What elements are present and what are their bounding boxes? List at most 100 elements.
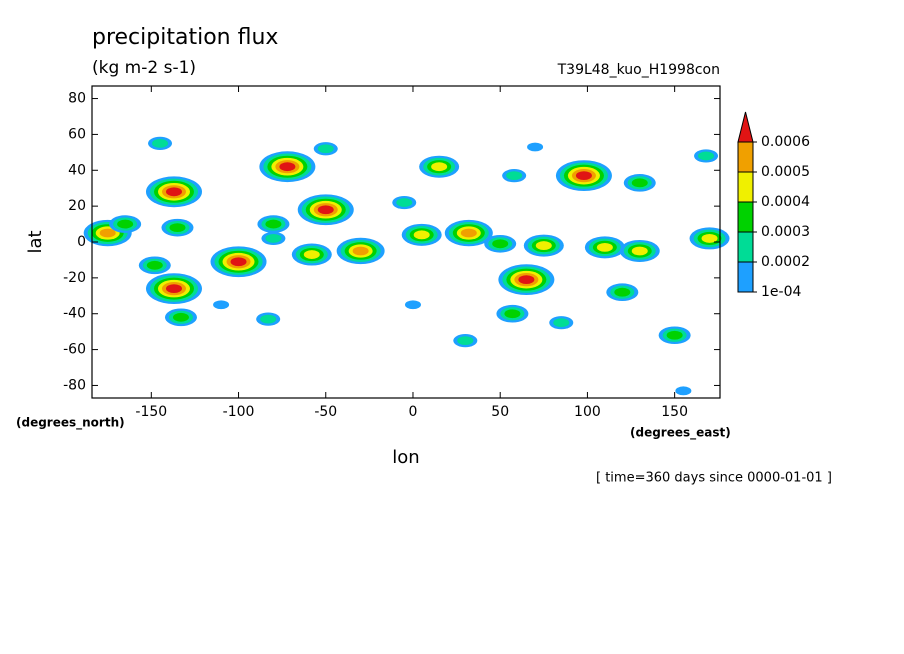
y-tick-label: 20 <box>68 198 86 214</box>
contour-field <box>83 136 730 396</box>
contour-band <box>698 151 715 161</box>
contour-cell <box>502 169 527 183</box>
contour-cell <box>256 312 281 326</box>
x-tick-label: -50 <box>314 404 337 420</box>
contour-band <box>553 318 570 328</box>
contour-cell <box>164 308 197 327</box>
contour-cell <box>623 174 656 192</box>
contour-band <box>518 275 535 285</box>
contour-band <box>165 284 182 294</box>
contour-cell <box>210 246 267 278</box>
contour-cell <box>555 160 612 192</box>
contour-cell <box>109 215 142 233</box>
x-units: (degrees_east) <box>630 426 731 441</box>
x-tick-label: -100 <box>223 404 255 420</box>
colorbar-label: 0.0002 <box>761 254 810 270</box>
contour-cell <box>619 239 660 262</box>
contour-band <box>535 241 552 250</box>
contour-cell <box>213 300 230 310</box>
time-label: [ time=360 days since 0000-01-01 ] <box>596 471 832 486</box>
contour-band <box>165 187 182 197</box>
contour-cell <box>145 273 202 305</box>
y-tick-label: 0 <box>77 234 86 250</box>
contour-cell <box>606 283 639 302</box>
run-label: T39L48_kuo_H1998con <box>557 62 720 78</box>
colorbar-box <box>737 141 754 173</box>
contour-band <box>152 138 169 148</box>
contour-band <box>457 336 474 346</box>
contour-band <box>169 223 186 233</box>
contour-band <box>317 144 334 154</box>
plot-frame <box>91 85 721 399</box>
y-tick-label: -80 <box>63 377 86 393</box>
contour-band <box>396 198 413 207</box>
contour-cell <box>336 237 385 265</box>
contour-band <box>614 287 631 297</box>
y-tick-label: 80 <box>68 91 86 107</box>
contour-band <box>279 162 296 172</box>
contour-band <box>404 300 421 310</box>
y-tick-label: -20 <box>63 270 86 286</box>
colorbar-box <box>737 261 754 293</box>
contour-cell <box>257 215 290 233</box>
chart-subtitle: (kg m-2 s-1) <box>92 58 196 78</box>
contour-band <box>99 228 116 238</box>
contour-band <box>303 250 320 259</box>
contour-band <box>172 312 189 322</box>
contour-band <box>213 300 230 310</box>
contour-band <box>146 260 163 270</box>
contour-cell <box>145 176 202 208</box>
contour-cell <box>496 304 529 323</box>
x-tick-label: 0 <box>409 404 418 420</box>
contour-cell <box>291 243 332 266</box>
contour-cell <box>453 334 478 348</box>
colorbar-label: 0.0003 <box>761 224 810 240</box>
contour-cell <box>675 386 692 396</box>
contour-cell <box>313 142 338 156</box>
contour-cell <box>484 234 517 253</box>
colorbar-label: 0.0005 <box>761 164 810 180</box>
contour-band <box>265 234 282 243</box>
colorbar-label: 0.0004 <box>761 194 810 210</box>
x-axis-label: lon <box>392 447 419 468</box>
contour-cell <box>148 136 173 150</box>
contour-cell <box>138 256 171 275</box>
contour-cell <box>689 227 730 250</box>
contour-cell <box>401 223 442 246</box>
contour-band <box>230 257 247 267</box>
x-tick-label: 100 <box>574 404 601 420</box>
contour-cell <box>498 264 555 296</box>
contour-cell <box>259 151 316 183</box>
y-axis-label: lat <box>25 230 46 253</box>
contour-cell <box>297 194 354 226</box>
contour-cell <box>161 218 194 237</box>
contour-band <box>413 230 430 240</box>
contour-cell <box>658 326 691 345</box>
contour-band <box>431 162 448 172</box>
contour-band <box>352 246 369 256</box>
y-tick-label: -60 <box>63 342 86 358</box>
colorbar-box <box>737 231 754 263</box>
contour-cell <box>392 195 417 210</box>
contour-band <box>265 219 282 229</box>
contour-band <box>117 219 134 229</box>
y-tick-label: 60 <box>68 126 86 142</box>
contour-cell <box>444 219 493 247</box>
colorbar-label: 1e-04 <box>761 284 801 300</box>
contour-band <box>317 205 334 215</box>
colorbar-box <box>737 171 754 203</box>
y-tick-label: -40 <box>63 306 86 322</box>
contour-band <box>631 178 648 188</box>
contour-cell <box>527 142 544 152</box>
contour-cell <box>523 234 564 257</box>
x-tick-label: 150 <box>661 404 688 420</box>
contour-cell <box>404 300 421 310</box>
y-tick-label: 40 <box>68 162 86 178</box>
contour-cell <box>261 231 286 246</box>
contour-band <box>492 239 509 249</box>
colorbar-arrow <box>737 111 754 143</box>
x-tick-label: -150 <box>135 404 167 420</box>
contour-band <box>504 309 521 319</box>
chart-title: precipitation flux <box>92 25 278 50</box>
